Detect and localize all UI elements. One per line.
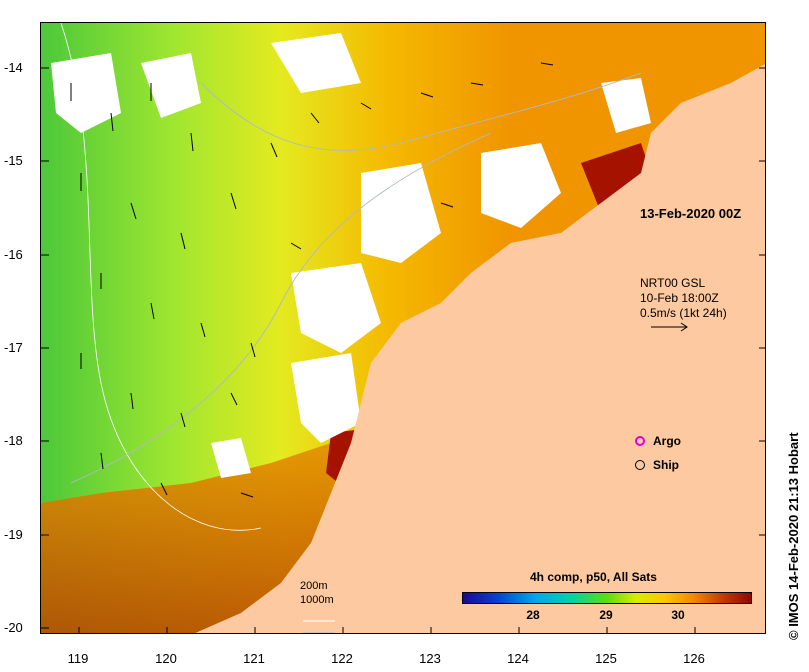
colorbar bbox=[462, 592, 752, 604]
land bbox=[195, 64, 765, 633]
lon-label: 126 bbox=[683, 651, 705, 666]
cloud-9 bbox=[211, 438, 251, 478]
argo-icon bbox=[635, 436, 645, 446]
contour-200m bbox=[60, 23, 262, 531]
scale-200m-label: 200m bbox=[300, 580, 328, 592]
lat-label: -19 bbox=[4, 527, 23, 542]
lon-label: 125 bbox=[595, 651, 617, 666]
cloud-4 bbox=[291, 353, 361, 443]
lon-label: 119 bbox=[67, 651, 89, 666]
legend-ship: Ship bbox=[635, 458, 679, 472]
scale-1000m-label: 1000m bbox=[300, 594, 334, 606]
cloud-6 bbox=[141, 53, 201, 118]
date-label: 13-Feb-2020 00Z bbox=[640, 206, 742, 221]
colorbar-tick: 28 bbox=[526, 608, 540, 622]
legend-ship-label: Ship bbox=[653, 458, 679, 472]
legend-argo-label: Argo bbox=[653, 434, 681, 448]
lon-label: 121 bbox=[243, 651, 265, 666]
cloud-1 bbox=[481, 143, 561, 228]
southern-warm-band bbox=[41, 443, 351, 633]
contour-1000m bbox=[200, 72, 642, 151]
lat-label: -17 bbox=[4, 340, 23, 355]
lat-label: -15 bbox=[4, 153, 23, 168]
colorbar-tick: 29 bbox=[599, 608, 613, 622]
current-model-label: NRT00 GSL bbox=[640, 276, 706, 290]
current-arrows bbox=[70, 62, 554, 498]
ship-icon bbox=[635, 460, 645, 470]
reference-arrow bbox=[651, 322, 688, 332]
credit-label: © IMOS 14-Feb-2020 21:13 Hobart bbox=[786, 432, 801, 640]
frame-ticks bbox=[41, 67, 765, 633]
lat-label: -18 bbox=[4, 433, 23, 448]
current-time-label: 10-Feb 18:00Z bbox=[640, 291, 719, 305]
cloud-3 bbox=[291, 263, 381, 353]
contour-1000m-b bbox=[70, 132, 492, 484]
current-scale-label: 0.5m/s (1kt 24h) bbox=[640, 306, 727, 320]
lon-label: 123 bbox=[419, 651, 441, 666]
colorbar-title: 4h comp, p50, All Sats bbox=[530, 570, 657, 584]
lat-label: -16 bbox=[4, 247, 23, 262]
cloud-2 bbox=[361, 163, 441, 263]
cloud-8 bbox=[601, 78, 651, 133]
sst-map bbox=[40, 22, 766, 634]
lon-label: 124 bbox=[507, 651, 529, 666]
legend-argo: Argo bbox=[635, 434, 681, 448]
lon-label: 120 bbox=[155, 651, 177, 666]
lat-label: -14 bbox=[4, 60, 23, 75]
cloud-5 bbox=[51, 53, 121, 133]
lon-label: 122 bbox=[331, 651, 353, 666]
cloud-7 bbox=[271, 33, 361, 93]
lat-label: -20 bbox=[4, 620, 23, 635]
colorbar-tick: 30 bbox=[671, 608, 685, 622]
sst-field bbox=[41, 23, 765, 633]
